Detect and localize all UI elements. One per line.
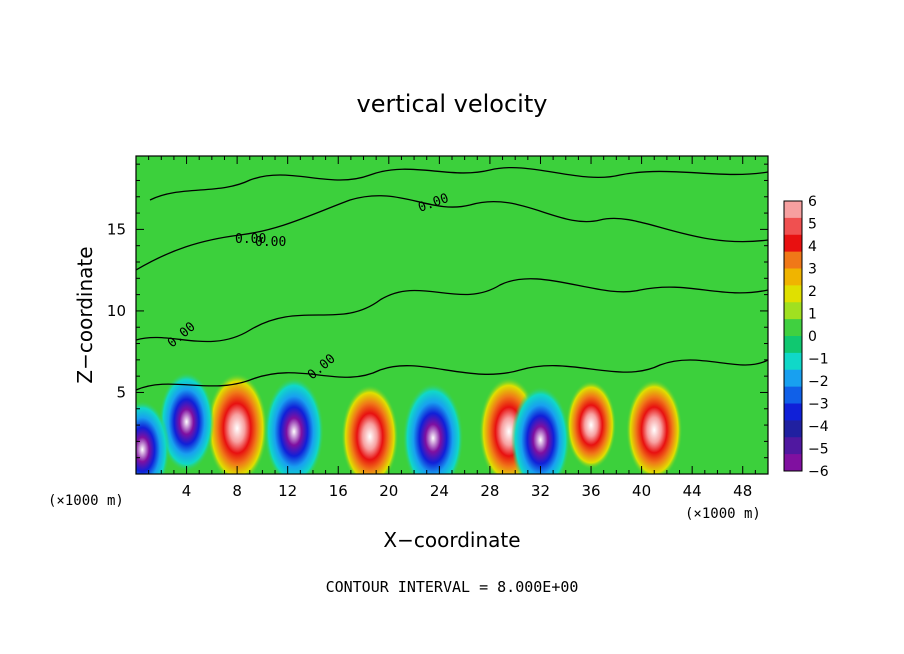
x-tick-label: 28 bbox=[480, 482, 499, 500]
y-axis: 5 10 15 bbox=[107, 163, 768, 459]
colorbar-swatch bbox=[784, 268, 802, 286]
zero-contour-top bbox=[149, 166, 768, 201]
downdraft-cell bbox=[511, 386, 570, 474]
x-axis: 4 8 12 16 20 24 28 32 36 40 44 48 bbox=[148, 156, 756, 500]
x-tick-label: 40 bbox=[632, 482, 651, 500]
updraft-cell bbox=[206, 373, 268, 474]
x-tick-label: 24 bbox=[430, 482, 449, 500]
velocity-field bbox=[136, 372, 683, 474]
colorbar-tick-label: 5 bbox=[808, 217, 817, 233]
x-tick-label: 48 bbox=[733, 482, 752, 500]
zero-contour-mid bbox=[136, 278, 768, 343]
x-tick-label: 16 bbox=[329, 482, 348, 500]
colorbar-tick-label: 2 bbox=[808, 284, 817, 300]
updraft-cell bbox=[341, 384, 399, 474]
contour-label: 0.00 bbox=[255, 235, 286, 250]
chart-title: vertical velocity bbox=[357, 90, 548, 118]
colorbar-tick-label: 0 bbox=[808, 329, 817, 345]
colorbar-swatch bbox=[784, 251, 802, 269]
colorbar: 6 5 4 3 2 1 0 −1 −2 −3 −4 −5 −6 bbox=[783, 194, 829, 480]
colorbar-swatch bbox=[784, 217, 802, 236]
colorbar-tick-label: −6 bbox=[808, 464, 829, 480]
colorbar-tick-label: 1 bbox=[808, 307, 817, 323]
x-units-left: (×1000 m) bbox=[48, 493, 124, 509]
downdraft-cell bbox=[158, 372, 215, 472]
colorbar-tick-label: 3 bbox=[808, 262, 817, 278]
y-axis-label: Z−coordinate bbox=[73, 246, 97, 383]
colorbar-swatch bbox=[784, 403, 802, 421]
colorbar-swatch bbox=[784, 454, 802, 472]
updraft-cell bbox=[566, 380, 617, 470]
x-tick-label: 8 bbox=[232, 482, 242, 500]
x-tick-label: 20 bbox=[379, 482, 398, 500]
colorbar-swatch bbox=[784, 386, 802, 404]
x-tick-label: 32 bbox=[531, 482, 550, 500]
colorbar-tick-label: −3 bbox=[808, 397, 829, 413]
colorbar-swatch bbox=[784, 352, 802, 371]
contour-lines bbox=[136, 166, 768, 391]
colorbar-tick-label: 4 bbox=[808, 239, 817, 255]
contour-interval-note: CONTOUR INTERVAL = 8.000E+00 bbox=[326, 578, 579, 596]
x-tick-label: 44 bbox=[683, 482, 702, 500]
x-tick-label: 12 bbox=[278, 482, 297, 500]
colorbar-tick-label: −4 bbox=[808, 419, 829, 435]
colorbar-swatch bbox=[784, 302, 802, 320]
x-tick-label: 4 bbox=[182, 482, 192, 500]
zero-contour-upper bbox=[136, 195, 768, 271]
colorbar-swatch bbox=[784, 437, 802, 455]
colorbar-swatch bbox=[784, 369, 802, 388]
colorbar-swatch bbox=[784, 285, 802, 303]
y-tick-label: 5 bbox=[116, 383, 126, 401]
zero-contour-lower bbox=[136, 359, 768, 391]
colorbar-frame bbox=[783, 200, 803, 472]
contour-label: 0.00 bbox=[235, 232, 266, 247]
x-units-right: (×1000 m) bbox=[685, 506, 761, 522]
colorbar-swatch bbox=[784, 420, 802, 438]
colorbar-tick-label: −1 bbox=[808, 352, 829, 368]
colorbar-swatch bbox=[784, 234, 802, 253]
colorbar-swatch bbox=[784, 336, 802, 354]
y-tick-label: 10 bbox=[107, 302, 126, 320]
colorbar-tick-label: −5 bbox=[808, 442, 829, 458]
updraft-cell bbox=[626, 379, 683, 474]
x-tick-label: 36 bbox=[581, 482, 600, 500]
colorbar-swatch bbox=[784, 201, 802, 219]
colorbar-tick-label: 6 bbox=[808, 194, 817, 210]
downdraft-cell bbox=[264, 377, 324, 474]
downdraft-cell bbox=[136, 400, 170, 474]
x-axis-label: X−coordinate bbox=[383, 528, 520, 552]
y-tick-label: 15 bbox=[107, 220, 126, 238]
colorbar-tick-label: −2 bbox=[808, 374, 829, 390]
colorbar-swatch bbox=[784, 319, 802, 337]
downdraft-cell bbox=[402, 382, 464, 474]
